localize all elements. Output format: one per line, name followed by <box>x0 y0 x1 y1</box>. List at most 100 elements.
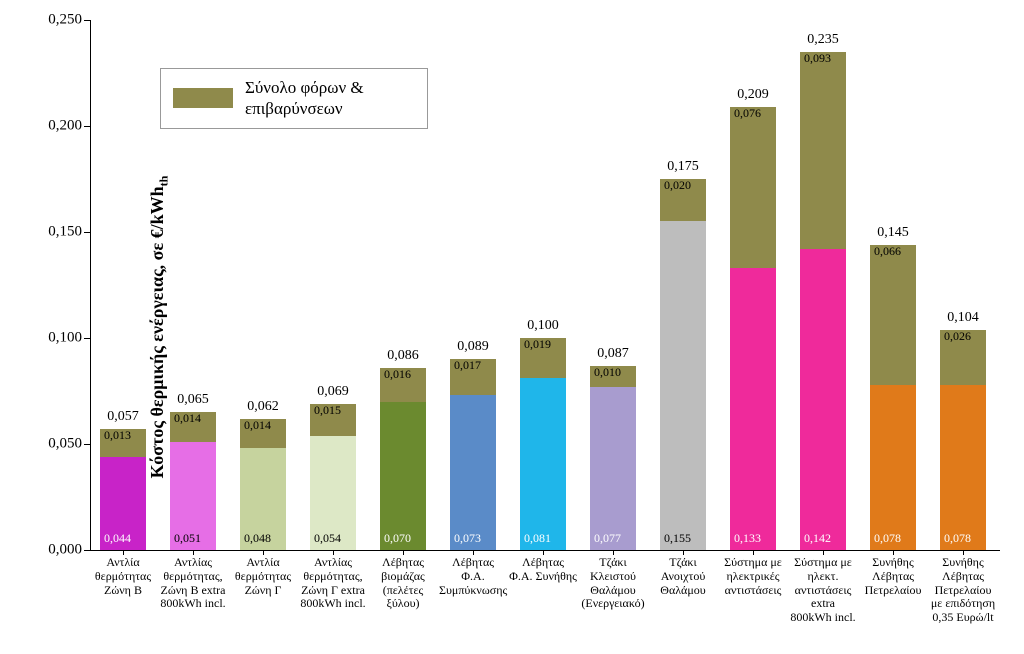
x-category-label: Σύστημα με ηλεκτρικές αντιστάσεις <box>719 556 787 597</box>
bar-segment-base <box>940 385 986 550</box>
bar-segment-base <box>590 387 636 550</box>
bar-total-label: 0,065 <box>170 392 216 408</box>
bar-group: 0,0810,0190,100 <box>520 338 566 550</box>
x-category-label: Σύστημα με ηλεκτ. αντιστάσεις extra 800k… <box>789 556 857 625</box>
x-category-label: Τζάκι Ανοιχτού Θαλάμου <box>649 556 717 597</box>
x-category-label: Συνήθης Λέβητας Πετρελαίου <box>859 556 927 597</box>
y-tick-mark <box>84 126 90 127</box>
bar-total-label: 0,069 <box>310 384 356 400</box>
x-tick-mark <box>963 550 964 555</box>
bar-base-value-label: 0,054 <box>314 531 341 546</box>
bar-tax-value-label: 0,017 <box>454 358 481 373</box>
bar-tax-value-label: 0,093 <box>804 51 831 66</box>
bar-segment-base <box>380 402 426 550</box>
x-category-label: Αντλίας θερμότητας, Ζώνη Β extra 800kWh … <box>159 556 227 611</box>
y-tick-mark <box>84 550 90 551</box>
legend-swatch <box>173 88 233 108</box>
bar-base-value-label: 0,070 <box>384 531 411 546</box>
x-tick-mark <box>193 550 194 555</box>
x-category-label: Λέβητας Φ.Α. Συμπύκνωσης <box>439 556 507 597</box>
bar-total-label: 0,100 <box>520 318 566 334</box>
bar-group: 0,0440,0130,057 <box>100 429 146 550</box>
x-tick-mark <box>753 550 754 555</box>
y-tick-label: 0,100 <box>22 330 82 347</box>
x-tick-mark <box>473 550 474 555</box>
bar-base-value-label: 0,073 <box>454 531 481 546</box>
x-tick-mark <box>613 550 614 555</box>
bar-segment-base <box>730 268 776 550</box>
y-tick-label: 0,150 <box>22 224 82 241</box>
x-tick-mark <box>333 550 334 555</box>
bar-group: 0,0510,0140,065 <box>170 412 216 550</box>
x-category-label: Λέβητας βιομάζας (πελέτες ξύλου) <box>369 556 437 611</box>
y-tick-label: 0,200 <box>22 118 82 135</box>
bar-tax-value-label: 0,014 <box>174 411 201 426</box>
x-tick-mark <box>123 550 124 555</box>
x-category-label: Λέβητας Φ.Α. Συνήθης <box>509 556 577 584</box>
bar-tax-value-label: 0,026 <box>944 329 971 344</box>
x-category-label: Τζάκι Κλειστού Θαλάμου (Ενεργειακό) <box>579 556 647 611</box>
bar-total-label: 0,209 <box>730 87 776 103</box>
bar-base-value-label: 0,051 <box>174 531 201 546</box>
y-tick-mark <box>84 20 90 21</box>
x-category-label: Αντλία θερμότητας Ζώνη Β <box>89 556 157 597</box>
bar-total-label: 0,089 <box>450 339 496 355</box>
legend: Σύνολο φόρων & επιβαρύνσεων <box>160 68 428 129</box>
x-tick-mark <box>543 550 544 555</box>
bar-group: 0,0480,0140,062 <box>240 419 286 550</box>
bar-tax-value-label: 0,016 <box>384 367 411 382</box>
bar-tax-value-label: 0,066 <box>874 244 901 259</box>
bar-base-value-label: 0,155 <box>664 531 691 546</box>
bar-group: 0,0780,0660,145 <box>870 245 916 550</box>
bar-tax-value-label: 0,076 <box>734 106 761 121</box>
bar-segment-base <box>660 221 706 550</box>
bar-segment-base <box>870 385 916 550</box>
bar-segment-base <box>450 395 496 550</box>
bar-group: 0,1330,0760,209 <box>730 107 776 550</box>
bar-tax-value-label: 0,013 <box>104 428 131 443</box>
bar-base-value-label: 0,081 <box>524 531 551 546</box>
legend-text: Σύνολο φόρων & επιβαρύνσεων <box>245 77 415 120</box>
bar-tax-value-label: 0,020 <box>664 178 691 193</box>
bar-base-value-label: 0,133 <box>734 531 761 546</box>
bar-base-value-label: 0,077 <box>594 531 621 546</box>
bar-segment-tax <box>870 245 916 385</box>
bar-total-label: 0,062 <box>240 399 286 415</box>
y-tick-label: 0,000 <box>22 542 82 559</box>
y-tick-mark <box>84 338 90 339</box>
bar-group: 0,0540,0150,069 <box>310 404 356 550</box>
bar-total-label: 0,235 <box>800 32 846 48</box>
bar-group: 0,0700,0160,086 <box>380 368 426 550</box>
x-category-label: Αντλία θερμότητας Ζώνη Γ <box>229 556 297 597</box>
x-category-label: Αντλίας θερμότητας, Ζώνη Γ extra 800kWh … <box>299 556 367 611</box>
bar-total-label: 0,086 <box>380 348 426 364</box>
bar-base-value-label: 0,044 <box>104 531 131 546</box>
x-tick-mark <box>403 550 404 555</box>
bar-segment-base <box>800 249 846 550</box>
bar-base-value-label: 0,078 <box>944 531 971 546</box>
bar-segment-base <box>520 378 566 550</box>
bar-total-label: 0,175 <box>660 159 706 175</box>
bar-total-label: 0,057 <box>100 409 146 425</box>
bar-tax-value-label: 0,014 <box>244 418 271 433</box>
bar-base-value-label: 0,048 <box>244 531 271 546</box>
bar-group: 0,1420,0930,235 <box>800 52 846 550</box>
x-tick-mark <box>823 550 824 555</box>
bar-tax-value-label: 0,010 <box>594 365 621 380</box>
bar-total-label: 0,104 <box>940 310 986 326</box>
bar-group: 0,0770,0100,087 <box>590 366 636 550</box>
x-category-label: Συνήθης Λέβητας Πετρελαίου με επιδότηση … <box>929 556 997 625</box>
bar-total-label: 0,145 <box>870 225 916 241</box>
x-tick-mark <box>683 550 684 555</box>
bar-tax-value-label: 0,019 <box>524 337 551 352</box>
y-tick-mark <box>84 444 90 445</box>
bar-tax-value-label: 0,015 <box>314 403 341 418</box>
bar-group: 0,0730,0170,089 <box>450 359 496 550</box>
bar-segment-tax <box>730 107 776 268</box>
chart-container: Κόστος θερμικής ενέργειας, σε €/kWhth 0,… <box>0 0 1024 654</box>
x-tick-mark <box>263 550 264 555</box>
bar-segment-tax <box>800 52 846 249</box>
bar-base-value-label: 0,142 <box>804 531 831 546</box>
y-tick-label: 0,250 <box>22 12 82 29</box>
y-tick-mark <box>84 232 90 233</box>
